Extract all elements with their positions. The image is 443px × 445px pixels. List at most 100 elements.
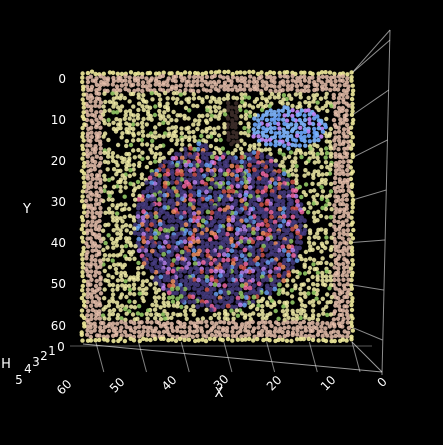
scatter-point-331 <box>281 93 287 98</box>
scatter-point-2451 <box>299 256 304 262</box>
scatter-point-623 <box>291 117 296 122</box>
scatter-point-1732 <box>140 201 146 207</box>
scatter-point-2092 <box>348 232 354 237</box>
scatter-point-1643 <box>273 197 279 203</box>
scatter-point-1581 <box>311 194 316 200</box>
scatter-point-2371 <box>158 248 164 253</box>
scatter-point-3191 <box>135 311 141 316</box>
scatter-point-1506 <box>118 184 123 190</box>
scatter-point-2366 <box>179 249 185 255</box>
scatter-point-663 <box>81 116 87 122</box>
scatter-point-3189 <box>144 311 149 317</box>
scatter-point-3559 <box>116 338 121 344</box>
scatter-point-1395 <box>102 177 108 182</box>
scatter-point-1059 <box>124 151 129 157</box>
scatter-point-2597 <box>166 266 172 272</box>
scatter-point-2124 <box>199 231 205 236</box>
scatter-point-3038 <box>180 298 185 304</box>
scatter-point-1166 <box>153 159 158 164</box>
scatter-point-187 <box>99 79 104 85</box>
scatter-point-3140 <box>118 307 123 313</box>
scatter-point-1740 <box>93 202 99 207</box>
scatter-point-1267 <box>183 167 189 173</box>
scatter-point-432 <box>234 101 239 106</box>
scatter-point-1295 <box>320 172 325 177</box>
scatter-point-1492 <box>187 184 193 190</box>
scatter-point-1995 <box>237 222 243 228</box>
scatter-point-164 <box>195 78 200 84</box>
scatter-point-180 <box>127 79 132 84</box>
scatter-point-38 <box>187 70 193 76</box>
scatter-point-2210 <box>348 240 354 245</box>
scatter-point-1933 <box>268 218 274 224</box>
scatter-point-319 <box>81 87 86 92</box>
scatter-point-231 <box>184 83 189 88</box>
scatter-point-697 <box>161 120 166 126</box>
scatter-point-2570 <box>280 264 286 270</box>
scatter-point-179 <box>132 78 138 83</box>
scatter-point-2841 <box>85 283 91 288</box>
scatter-point-1904 <box>144 214 150 220</box>
scatter-point-226 <box>205 82 210 87</box>
scatter-point-794 <box>242 131 248 136</box>
scatter-point-2876 <box>192 286 197 291</box>
scatter-point-2856 <box>277 288 282 293</box>
scatter-point-3464 <box>246 332 252 337</box>
scatter-point-612 <box>342 116 347 122</box>
scatter-point-2752 <box>227 277 232 283</box>
scatter-point-117 <box>123 74 128 79</box>
scatter-point-2880 <box>175 286 181 291</box>
scatter-point-2792 <box>320 282 326 287</box>
scatter-point-1179 <box>85 159 90 165</box>
scatter-point-3435 <box>98 328 103 334</box>
scatter-point-1182 <box>346 163 351 168</box>
scatter-point-1896 <box>178 215 184 220</box>
scatter-point-368 <box>306 95 311 101</box>
scatter-point-1943 <box>226 217 232 223</box>
scatter-point-2588 <box>204 266 210 272</box>
scatter-point-2161 <box>295 235 300 240</box>
scatter-point-2873 <box>204 287 210 293</box>
scatter-point-391 <box>196 95 202 101</box>
scatter-point-1328 <box>174 171 180 177</box>
scatter-point-1112 <box>132 155 137 160</box>
scatter-point-356 <box>94 91 99 96</box>
scatter-point-2016 <box>149 222 154 228</box>
scatter-point-2209 <box>79 235 85 240</box>
scatter-point-1391 <box>122 176 128 181</box>
scatter-point-2952 <box>81 292 87 297</box>
scatter-point-644 <box>174 118 179 123</box>
scatter-point-1850 <box>114 211 120 216</box>
scatter-point-3233 <box>158 316 164 322</box>
scatter-point-3260 <box>298 321 303 326</box>
scatter-point-828 <box>342 134 347 139</box>
scatter-point-2714 <box>149 275 155 280</box>
scatter-point-3237 <box>132 317 137 322</box>
scatter-point-964 <box>124 143 129 149</box>
scatter-point-2380 <box>101 247 106 253</box>
scatter-point-779 <box>306 129 311 134</box>
scatter-point-3302 <box>119 319 124 325</box>
scatter-point-1390 <box>139 175 144 181</box>
scatter-point-3090 <box>166 303 171 308</box>
scatter-point-1716 <box>208 200 214 206</box>
scatter-point-3531 <box>235 337 241 342</box>
scatter-point-1455 <box>98 180 103 185</box>
scatter-point-2156 <box>324 235 329 240</box>
scatter-point-3095 <box>136 304 142 309</box>
scatter-point-1837 <box>187 209 192 215</box>
scatter-point-1456 <box>94 181 99 186</box>
scatter-point-8 <box>316 71 321 76</box>
scatter-point-2547 <box>136 260 141 266</box>
scatter-point-1562 <box>131 188 137 193</box>
scatter-point-3310 <box>86 319 91 325</box>
scatter-point-486 <box>195 103 200 109</box>
scatter-point-1894 <box>188 213 193 219</box>
scatter-point-438 <box>186 99 191 105</box>
scatter-point-3282 <box>204 319 209 324</box>
scatter-point-2893 <box>110 287 115 293</box>
scatter-point-2517 <box>265 260 271 265</box>
scatter-point-3298 <box>137 320 142 325</box>
scatter-point-1810 <box>306 210 311 215</box>
scatter-point-428 <box>259 101 264 107</box>
